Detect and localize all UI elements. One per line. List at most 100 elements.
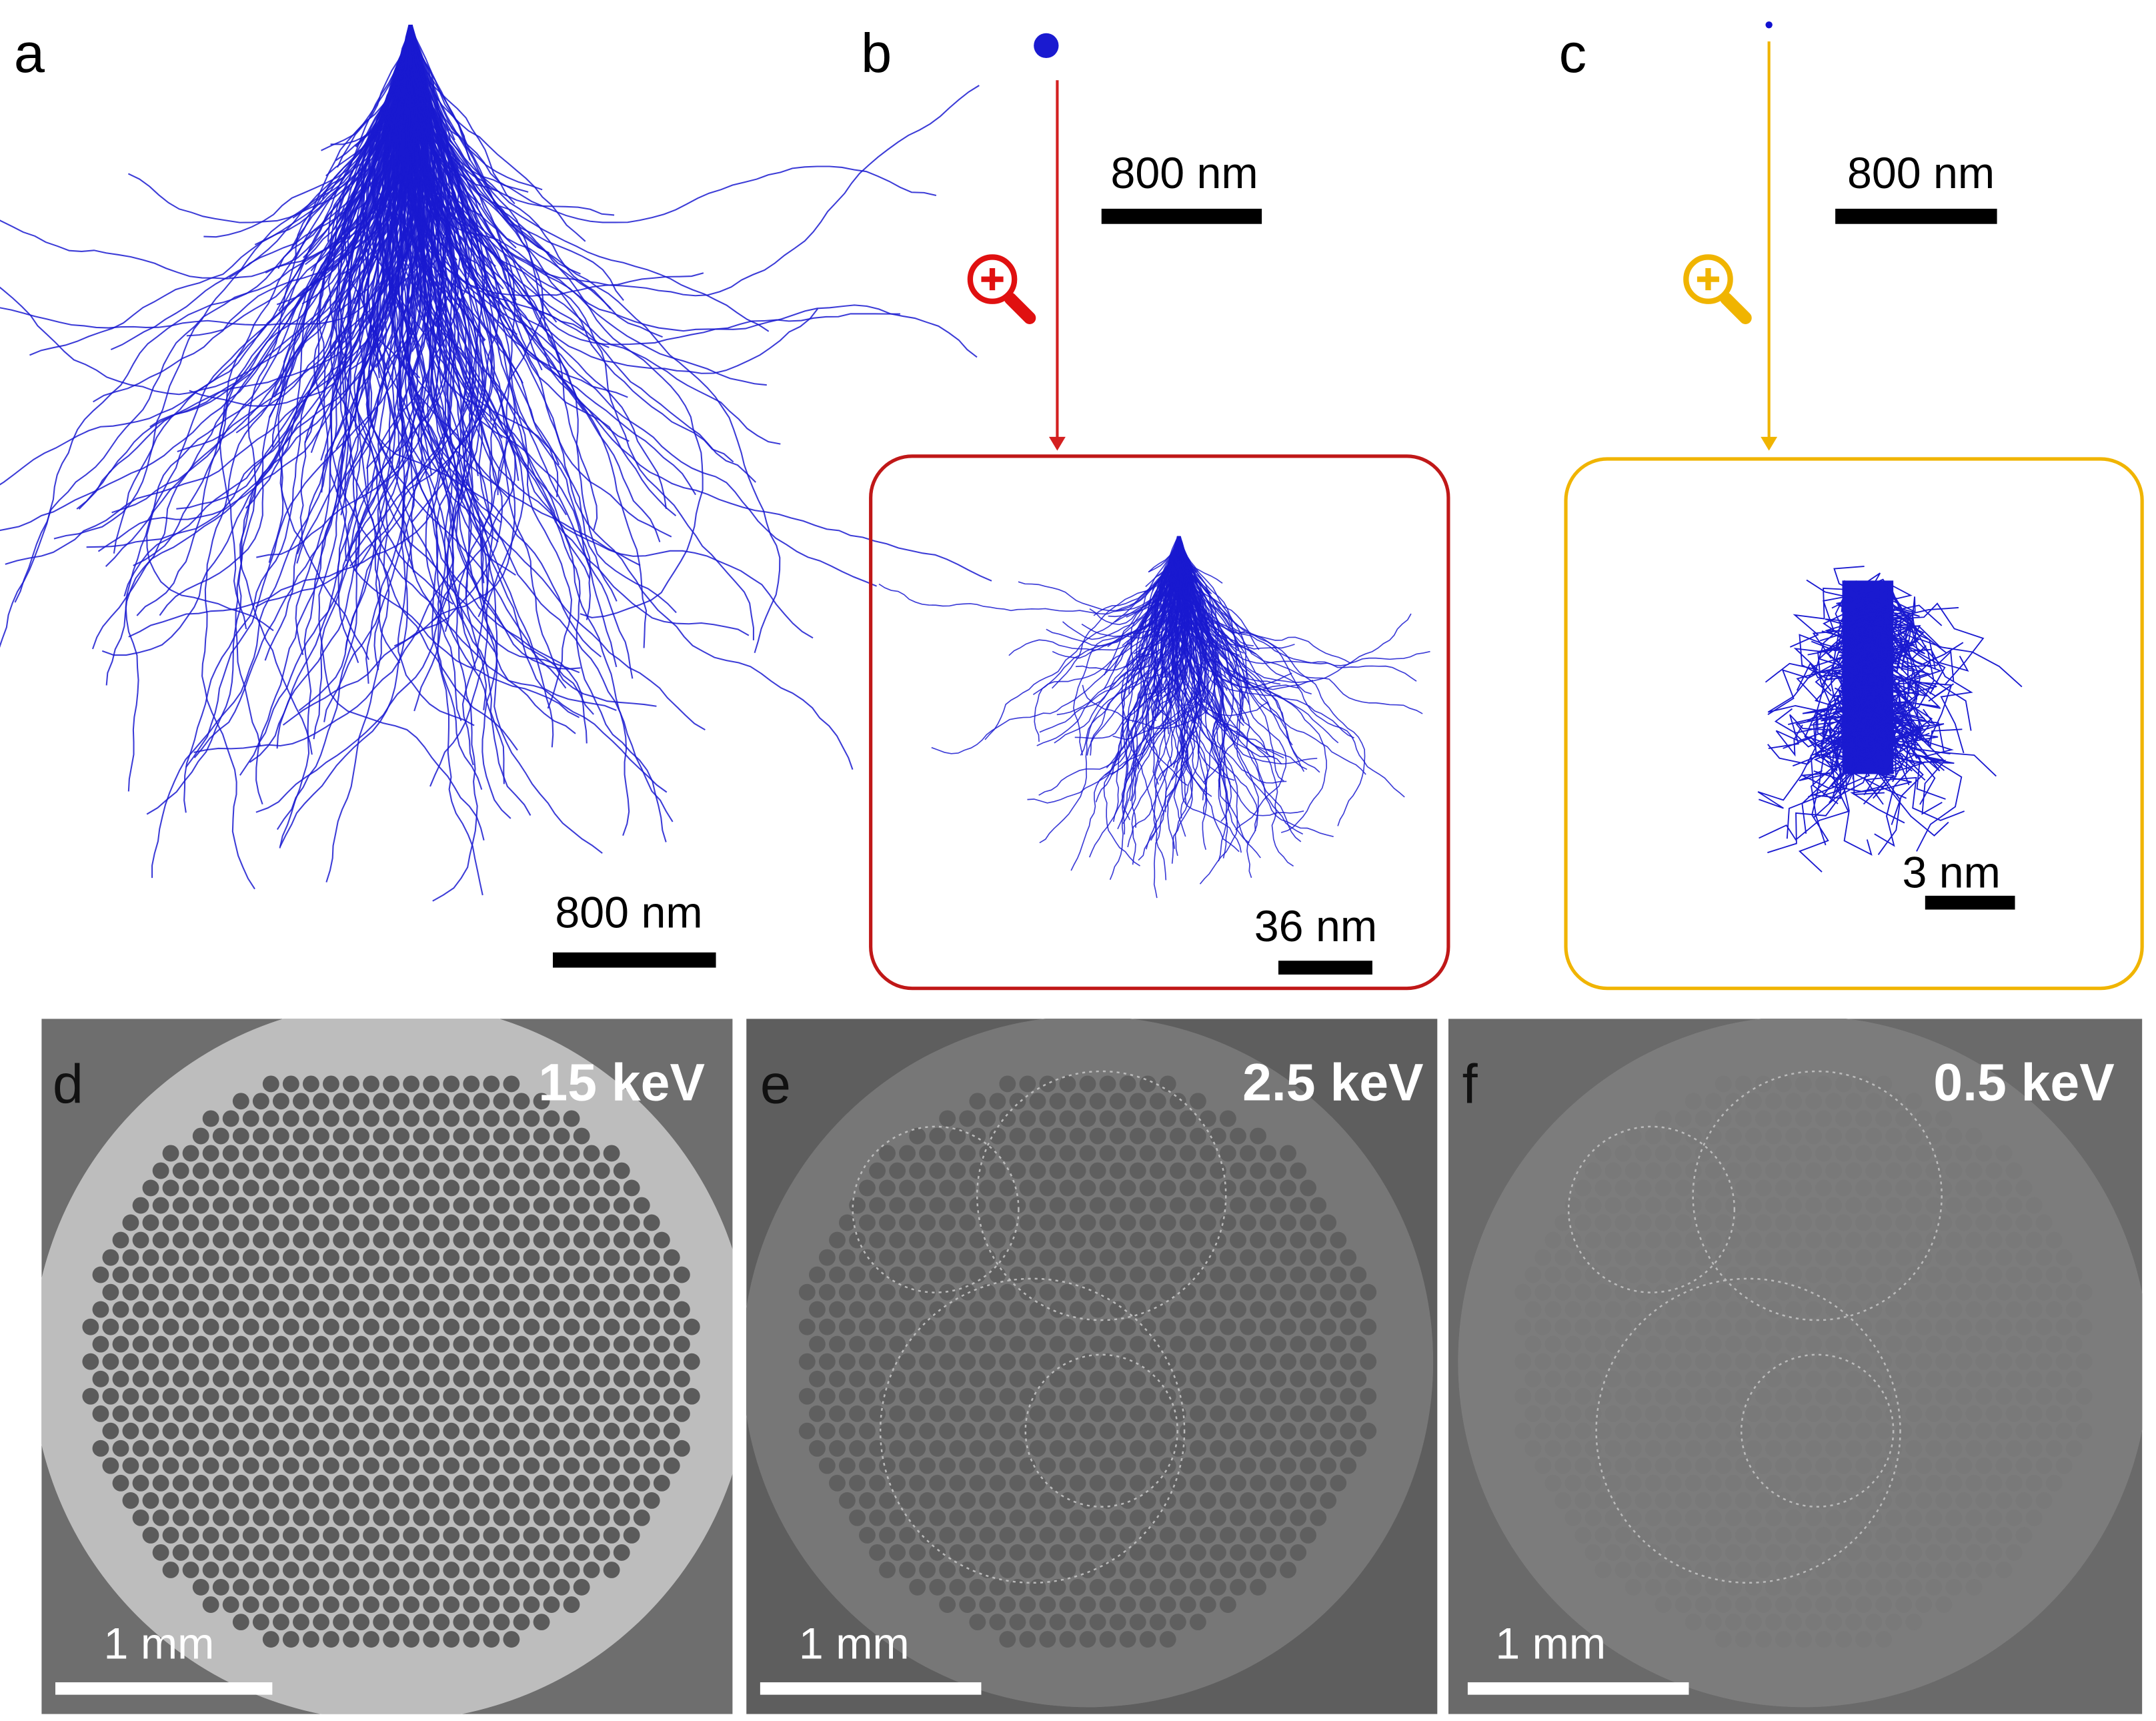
fiber-hole xyxy=(1230,1578,1246,1596)
fiber-hole xyxy=(443,1492,460,1509)
fiber-hole xyxy=(563,1527,580,1544)
fiber-hole xyxy=(859,1353,876,1370)
fiber-hole xyxy=(1785,1440,1802,1457)
fiber-hole xyxy=(1925,1127,1943,1145)
fiber-hole xyxy=(1119,1075,1136,1093)
fiber-hole xyxy=(1230,1197,1246,1214)
fiber-hole xyxy=(333,1544,349,1561)
fiber-hole xyxy=(1149,1301,1166,1318)
fiber-hole xyxy=(1039,1283,1056,1301)
fiber-hole xyxy=(573,1162,590,1179)
fiber-hole xyxy=(809,1370,826,1387)
fiber-hole xyxy=(798,1422,816,1440)
fiber-hole xyxy=(1825,1231,1843,1249)
fiber-hole xyxy=(1735,1596,1752,1613)
fiber-hole xyxy=(999,1596,1016,1613)
fiber-hole xyxy=(1089,1335,1106,1353)
fiber-hole xyxy=(483,1422,500,1440)
fiber-hole xyxy=(393,1370,410,1387)
fiber-hole xyxy=(1109,1266,1126,1283)
fiber-hole xyxy=(1725,1544,1742,1561)
fiber-hole xyxy=(1009,1093,1026,1110)
fiber-hole xyxy=(553,1405,570,1422)
fiber-hole xyxy=(1250,1370,1266,1387)
fiber-hole xyxy=(623,1214,640,1231)
fiber-hole xyxy=(929,1405,946,1422)
fiber-hole xyxy=(1089,1509,1106,1526)
fiber-hole xyxy=(818,1249,836,1266)
fiber-hole xyxy=(999,1249,1016,1266)
fiber-hole xyxy=(483,1075,500,1093)
trajectory xyxy=(1878,662,1946,805)
fiber-hole xyxy=(869,1231,886,1249)
fiber-hole xyxy=(433,1440,450,1457)
fiber-hole xyxy=(222,1145,239,1162)
fiber-hole xyxy=(929,1370,946,1387)
fiber-hole xyxy=(1925,1578,1943,1596)
contamination-outline xyxy=(976,1070,1227,1321)
fiber-hole xyxy=(879,1214,896,1231)
fiber-hole xyxy=(1189,1440,1206,1457)
fiber-hole xyxy=(553,1440,570,1457)
trajectory xyxy=(1861,628,1927,660)
fiber-hole xyxy=(1905,1093,1923,1110)
fiber-hole xyxy=(1139,1318,1156,1335)
fiber-hole xyxy=(333,1614,349,1631)
fiber-hole xyxy=(1675,1110,1692,1127)
fiber-hole xyxy=(302,1145,319,1162)
fiber-hole xyxy=(1250,1127,1266,1145)
fiber-hole xyxy=(1975,1457,1993,1474)
fiber-hole xyxy=(282,1596,299,1613)
fiber-hole xyxy=(1149,1335,1166,1353)
beam-spot xyxy=(1765,21,1773,29)
fiber-hole xyxy=(262,1353,279,1370)
fiber-hole xyxy=(1149,1614,1166,1631)
fiber-hole xyxy=(1985,1509,2003,1526)
fiber-hole xyxy=(313,1231,329,1249)
fiber-hole xyxy=(363,1596,379,1613)
fiber-hole xyxy=(242,1110,259,1127)
fiber-hole xyxy=(1604,1162,1622,1179)
fiber-hole xyxy=(603,1527,620,1544)
fiber-hole xyxy=(583,1457,600,1474)
fiber-hole xyxy=(809,1301,826,1318)
fiber-hole xyxy=(1219,1179,1236,1197)
fiber-hole xyxy=(2065,1440,2083,1457)
fiber-hole xyxy=(1179,1387,1196,1405)
fiber-hole xyxy=(1755,1562,1772,1578)
fiber-hole xyxy=(142,1492,159,1509)
fiber-hole xyxy=(1009,1127,1026,1145)
fiber-hole xyxy=(333,1509,349,1526)
fiber-hole xyxy=(989,1370,1006,1387)
fiber-hole xyxy=(322,1179,339,1197)
fiber-hole xyxy=(1139,1527,1156,1544)
fiber-hole xyxy=(1069,1335,1086,1353)
fiber-hole xyxy=(503,1527,520,1544)
fiber-hole xyxy=(1825,1474,1843,1492)
fiber-hole xyxy=(1554,1283,1572,1301)
fiber-hole xyxy=(1765,1093,1782,1110)
fiber-hole xyxy=(523,1179,540,1197)
fiber-hole xyxy=(543,1422,560,1440)
fiber-hole xyxy=(1019,1179,1036,1197)
fiber-hole xyxy=(1059,1145,1076,1162)
fiber-hole xyxy=(1119,1387,1136,1405)
fiber-hole xyxy=(1099,1075,1116,1093)
fiber-hole xyxy=(252,1093,269,1110)
fiber-hole xyxy=(1735,1562,1752,1578)
fiber-hole xyxy=(809,1405,826,1422)
fiber-hole xyxy=(463,1075,480,1093)
fiber-hole xyxy=(1239,1283,1256,1301)
fiber-hole xyxy=(2025,1301,2043,1318)
trajectory xyxy=(409,25,781,654)
fiber-hole xyxy=(613,1440,630,1457)
fiber-hole xyxy=(192,1509,209,1526)
fiber-hole xyxy=(1089,1162,1106,1179)
fiber-hole xyxy=(1330,1405,1347,1422)
fiber-hole xyxy=(849,1370,866,1387)
trajectory xyxy=(1849,685,1876,705)
fiber-hole xyxy=(1695,1145,1712,1162)
fiber-hole xyxy=(1189,1509,1206,1526)
fiber-hole xyxy=(1119,1318,1136,1335)
fiber-hole xyxy=(2035,1353,2053,1370)
